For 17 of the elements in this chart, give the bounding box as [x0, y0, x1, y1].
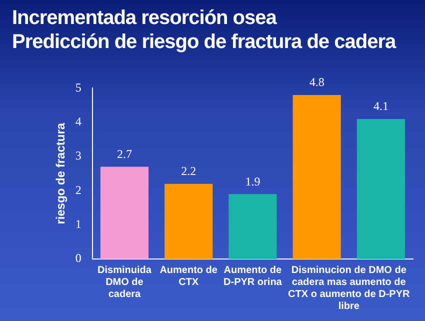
y-tick-label: 0: [75, 251, 82, 266]
y-axis-title: riesgo de fractura: [54, 122, 68, 224]
y-tick-label: 2: [75, 182, 82, 197]
data-label: 2.2: [181, 164, 196, 178]
data-label: 2.7: [116, 146, 132, 161]
x-tick-label: Disminuida DMO de cadera: [98, 264, 152, 300]
chart-title: Incrementada resorción osea Predicción de riesgo de fractura de cadera: [12, 6, 396, 54]
x-tick-label: Disminucion de DMO de cadera mas aumento de CTX o aumento de D-PYR libre: [288, 264, 410, 312]
y-tick-label: 4: [75, 114, 82, 129]
y-tick-label: 1: [75, 216, 82, 231]
x-tick-label: Aumento de CTX: [160, 264, 218, 288]
data-label: 1.9: [245, 174, 260, 188]
data-label: 4.1: [373, 99, 388, 114]
y-tick-label: 5: [75, 80, 82, 94]
y-tick-label: 3: [75, 148, 82, 163]
data-label: 4.8: [309, 75, 324, 90]
x-tick-label: Aumento de D-PYR orina: [224, 264, 282, 288]
